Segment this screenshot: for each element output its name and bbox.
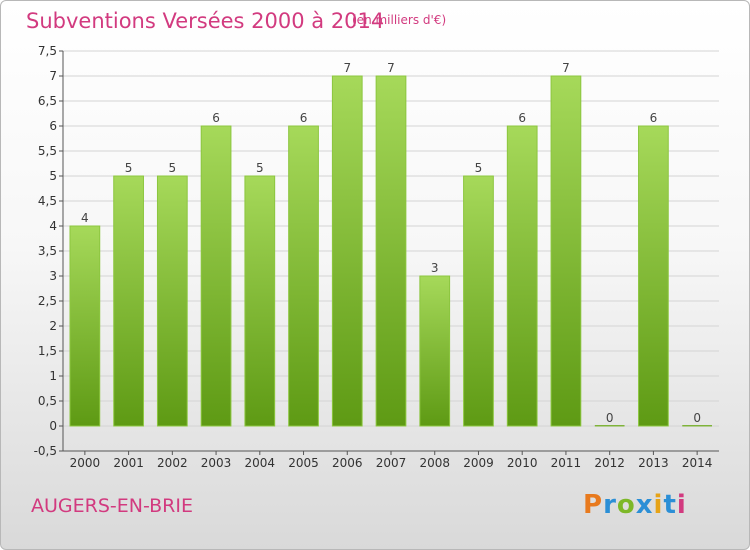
y-tick-label: 3 xyxy=(49,269,57,283)
y-tick-label: 5 xyxy=(49,169,57,183)
logo-letter: t xyxy=(663,490,677,520)
bar-2011 xyxy=(550,75,582,427)
y-tick-label: 5,5 xyxy=(38,144,57,158)
bar-2000 xyxy=(69,225,101,427)
data-label-2006: 7 xyxy=(343,61,351,75)
x-tick-label-2006: 2006 xyxy=(332,456,363,470)
y-tick-label: 7,5 xyxy=(38,44,57,58)
y-tick-label: 3,5 xyxy=(38,244,57,258)
y-tick-label: 4,5 xyxy=(38,194,57,208)
y-tick-label: -0,5 xyxy=(34,444,57,458)
y-tick-label: 1,5 xyxy=(38,344,57,358)
bar-2003 xyxy=(200,125,232,427)
proxiti-logo: Proxiti xyxy=(583,490,687,520)
chart-unit: (en milliers d'€) xyxy=(352,13,447,27)
bar-2005 xyxy=(288,125,319,427)
y-tick-label: 2 xyxy=(49,319,57,333)
bar-2008 xyxy=(419,275,451,427)
x-tick-label-2005: 2005 xyxy=(288,456,319,470)
data-label-2000: 4 xyxy=(81,211,89,225)
data-label-2013: 6 xyxy=(650,111,658,125)
x-tick-label-2002: 2002 xyxy=(157,456,188,470)
y-tick-label: 2,5 xyxy=(38,294,57,308)
bar-2012 xyxy=(594,425,625,427)
y-tick-label: 1 xyxy=(49,369,57,383)
y-tick-label: 0,5 xyxy=(38,394,57,408)
y-tick-label: 6,5 xyxy=(38,94,57,108)
logo-letter: P xyxy=(583,490,604,520)
logo-letter: x xyxy=(635,490,654,520)
data-label-2012: 0 xyxy=(606,411,614,425)
y-tick-label: 7 xyxy=(49,69,57,83)
y-tick-label: 6 xyxy=(49,119,57,133)
data-label-2001: 5 xyxy=(125,161,133,175)
x-tick-label-2008: 2008 xyxy=(419,456,450,470)
data-label-2005: 6 xyxy=(300,111,308,125)
logo-letter: i xyxy=(676,490,687,520)
commune-name: AUGERS-EN-BRIE xyxy=(31,495,193,517)
x-tick-label-2000: 2000 xyxy=(70,456,101,470)
data-label-2003: 6 xyxy=(212,111,220,125)
bars xyxy=(69,75,713,427)
logo-letter: r xyxy=(603,490,617,520)
x-tick-label-2003: 2003 xyxy=(201,456,232,470)
data-label-2002: 5 xyxy=(169,161,177,175)
data-label-2011: 7 xyxy=(562,61,570,75)
data-label-2009: 5 xyxy=(475,161,483,175)
x-tick-label-2001: 2001 xyxy=(113,456,144,470)
axes: -0,5 0 0,5 1 1,5 2 2,5 3 3,5 4 4,5 5 5,5 6 6,5 7 7,5 2000… xyxy=(34,44,719,470)
bar-2004 xyxy=(244,175,276,427)
data-labels: 4 5 5 6 5 6 7 7 3 5 6 7 0 6 0 xyxy=(81,61,701,425)
x-tick-label-2014: 2014 xyxy=(682,456,713,470)
bar-2009 xyxy=(463,175,494,427)
chart-title: Subventions Versées 2000 à 2014 xyxy=(26,9,385,33)
x-tick-label-2004: 2004 xyxy=(245,456,276,470)
x-tick-label-2011: 2011 xyxy=(551,456,582,470)
y-tick-label: 4 xyxy=(49,219,57,233)
data-label-2004: 5 xyxy=(256,161,264,175)
x-tick-label-2007: 2007 xyxy=(376,456,407,470)
logo-letter: o xyxy=(616,490,636,520)
x-tick-label-2013: 2013 xyxy=(638,456,669,470)
bar-2001 xyxy=(113,175,144,427)
bar-2014 xyxy=(682,425,713,427)
bar-2007 xyxy=(375,75,407,427)
data-label-2010: 6 xyxy=(518,111,526,125)
data-label-2007: 7 xyxy=(387,61,395,75)
data-label-2014: 0 xyxy=(693,411,701,425)
x-tick-label-2010: 2010 xyxy=(507,456,538,470)
x-tick-label-2012: 2012 xyxy=(594,456,625,470)
x-tick-label-2009: 2009 xyxy=(463,456,494,470)
bar-2002 xyxy=(156,175,188,427)
bar-2006 xyxy=(331,75,363,427)
y-tick-label: 0 xyxy=(49,419,57,433)
bar-2013 xyxy=(638,125,669,427)
logo-letter: i xyxy=(653,490,664,520)
data-label-2008: 3 xyxy=(431,261,439,275)
bar-2010 xyxy=(506,125,538,427)
